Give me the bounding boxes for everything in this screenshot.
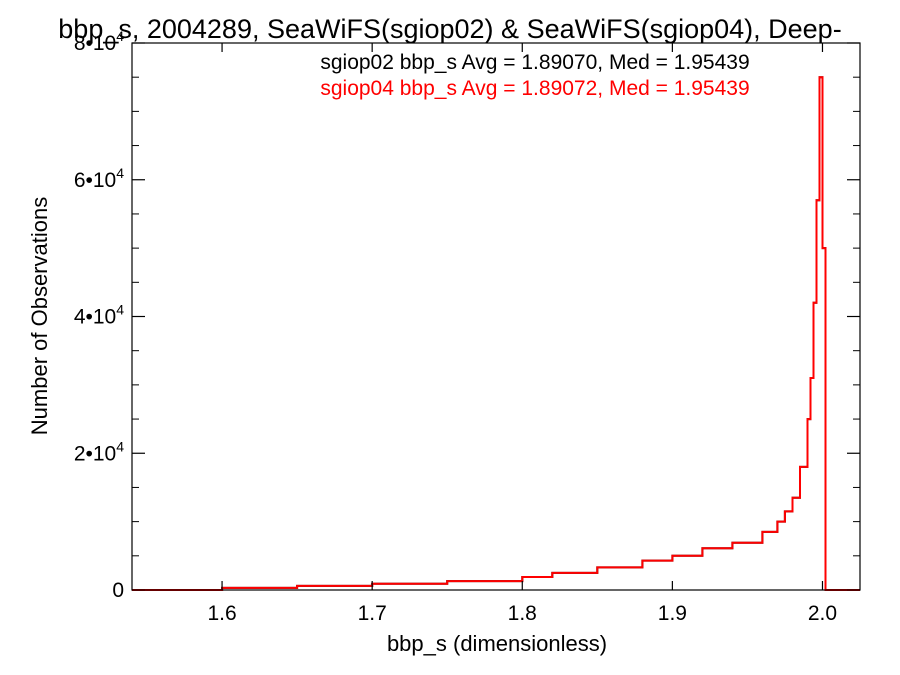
x-tick-label: 1.9 (658, 602, 687, 625)
x-tick-label: 2.0 (808, 602, 837, 625)
series-layer (132, 76, 860, 591)
y-tick-label: 2•104 (74, 438, 124, 465)
ticks-layer: 1.6 1.7 1.8 1.9 2.0 0 2•104 4•104 6•104 8•104 (74, 28, 860, 625)
x-tick-label: 1.7 (358, 602, 387, 625)
x-tick-label: 1.6 (207, 602, 236, 625)
x-axis-label: bbp_s (dimensionless) (387, 631, 607, 656)
chart-title: bbp_s, 2004289, SeaWiFS(sgiop02) & SeaWi… (58, 14, 841, 44)
y-tick-label: 6•104 (74, 165, 124, 192)
y-tick-label: 0 (112, 579, 124, 602)
y-tick-label: 4•104 (74, 302, 124, 329)
annotation-sgiop04: sgiop04 bbp_s Avg = 1.89072, Med = 1.954… (320, 77, 749, 100)
x-tick-label: 1.8 (508, 602, 537, 625)
annotation-sgiop02: sgiop02 bbp_s Avg = 1.89070, Med = 1.954… (320, 51, 749, 74)
series-line-1 (132, 76, 860, 591)
plot-frame (131, 42, 861, 591)
series-line-2 (132, 76, 860, 591)
y-axis-label: Number of Observations (27, 197, 52, 435)
y-tick-label: 8•104 (74, 28, 124, 55)
